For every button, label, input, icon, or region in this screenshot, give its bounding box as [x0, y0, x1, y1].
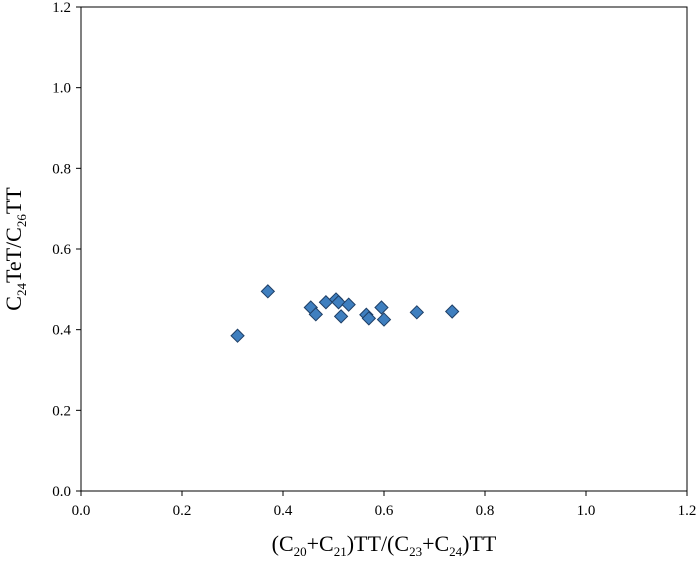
- x-tick-label: 1.0: [577, 503, 596, 519]
- data-point: [230, 328, 245, 343]
- data-point: [331, 295, 346, 310]
- x-tick-label: 0.4: [274, 503, 293, 519]
- y-axis-title: C24TeT/C26TT: [1, 187, 29, 311]
- data-point: [260, 284, 276, 299]
- data-point: [333, 309, 349, 324]
- y-tick-label: 0.8: [52, 161, 71, 177]
- y-tick-label: 1.0: [52, 81, 71, 97]
- data-point: [444, 304, 460, 319]
- y-tick-label: 0.6: [52, 242, 71, 258]
- data-point: [409, 305, 425, 320]
- x-tick-label: 0.0: [72, 503, 91, 519]
- data-point: [361, 311, 377, 326]
- y-tick-label: 0.4: [52, 323, 71, 339]
- data-points: [230, 284, 460, 343]
- x-tick-label: 0.2: [173, 503, 192, 519]
- x-tick-label: 0.6: [375, 503, 394, 519]
- x-tick-label: 1.2: [678, 503, 697, 519]
- y-tick-label: 1.2: [52, 0, 71, 16]
- data-point: [318, 295, 334, 310]
- data-point: [374, 300, 389, 315]
- y-tick-label: 0.2: [52, 403, 71, 419]
- data-point: [376, 312, 392, 327]
- y-axis-ticks: 0.0 0.2 0.4 0.6 0.8 1.0 1.2: [52, 0, 81, 500]
- x-axis-title: (C20+C21)TT/(C23+C24)TT: [272, 531, 497, 559]
- plot-frame: [80, 6, 688, 492]
- x-axis-ticks: 0.0 0.2 0.4 0.6 0.8 1.0 1.2: [72, 491, 697, 519]
- data-point: [341, 297, 356, 312]
- data-point: [308, 307, 324, 322]
- y-tick-label: 0.0: [52, 484, 71, 500]
- x-tick-label: 0.8: [476, 503, 495, 519]
